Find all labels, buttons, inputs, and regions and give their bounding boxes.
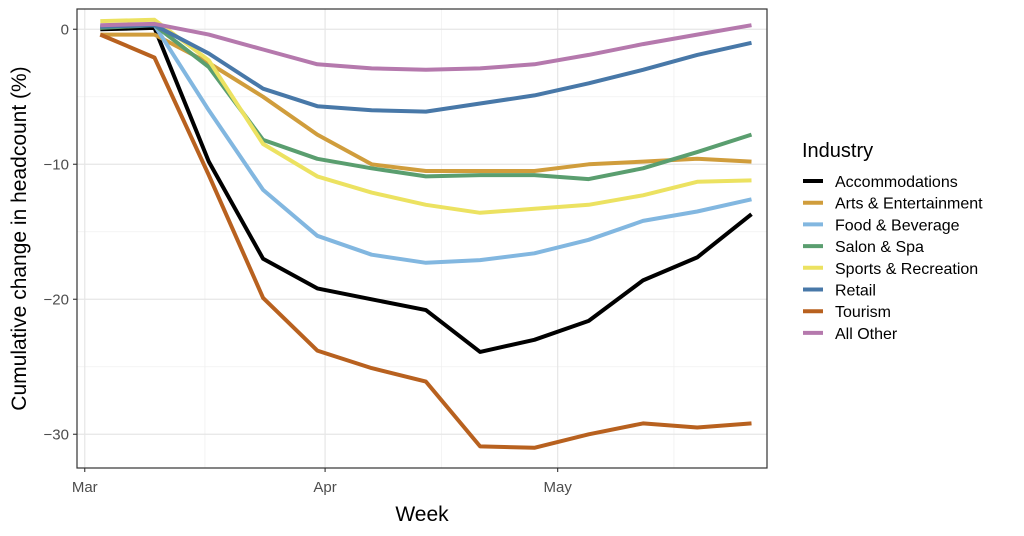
y-tick-label: 0 xyxy=(61,21,69,38)
x-axis-title: Week xyxy=(395,503,449,526)
legend-label: Tourism xyxy=(835,304,891,321)
x-tick-label: Mar xyxy=(72,479,98,496)
series-line-food-beverage xyxy=(100,23,752,265)
legend: Industry Accommodations Arts & Entertainm… xyxy=(802,140,983,343)
x-tick-label: Apr xyxy=(313,479,336,496)
y-ticks: 0 −10 −20 −30 xyxy=(44,21,77,443)
legend-label: Sports & Recreation xyxy=(835,261,978,278)
legend-label: All Other xyxy=(835,326,898,343)
y-tick-label: −10 xyxy=(44,156,69,173)
y-tick-label: −20 xyxy=(44,291,69,308)
legend-item: Retail xyxy=(803,283,876,300)
legend-label: Arts & Entertainment xyxy=(835,196,983,213)
grid-lines xyxy=(77,9,767,468)
series-lines xyxy=(99,17,753,450)
panel-border xyxy=(76,8,768,469)
x-tick-label: May xyxy=(544,479,573,496)
y-tick-label: −30 xyxy=(44,426,69,443)
panel-background xyxy=(77,9,767,468)
legend-item: Arts & Entertainment xyxy=(803,196,983,213)
legend-label: Food & Beverage xyxy=(835,217,960,234)
legend-label: Salon & Spa xyxy=(835,239,924,256)
legend-item: Food & Beverage xyxy=(803,217,960,234)
legend-item: All Other xyxy=(803,326,898,343)
series-line-accommodations xyxy=(100,25,753,354)
x-ticks: Mar Apr May xyxy=(72,468,573,496)
legend-label: Retail xyxy=(835,283,876,300)
series-line-tourism xyxy=(99,32,752,450)
legend-title: Industry xyxy=(802,140,873,162)
legend-items: Accommodations Arts & Entertainment Food &… xyxy=(803,174,983,343)
legend-label: Accommodations xyxy=(835,174,958,191)
series-line-salon-spa xyxy=(100,23,753,182)
series-line-sports-recreation xyxy=(100,17,752,215)
y-axis-title: Cumulative change in headcount (%) xyxy=(8,66,31,410)
legend-item: Salon & Spa xyxy=(803,239,924,256)
series-line-all-other xyxy=(100,21,752,72)
legend-item: Sports & Recreation xyxy=(803,261,978,278)
series-line-retail xyxy=(100,23,752,114)
legend-item: Accommodations xyxy=(803,174,958,191)
legend-item: Tourism xyxy=(803,304,891,321)
